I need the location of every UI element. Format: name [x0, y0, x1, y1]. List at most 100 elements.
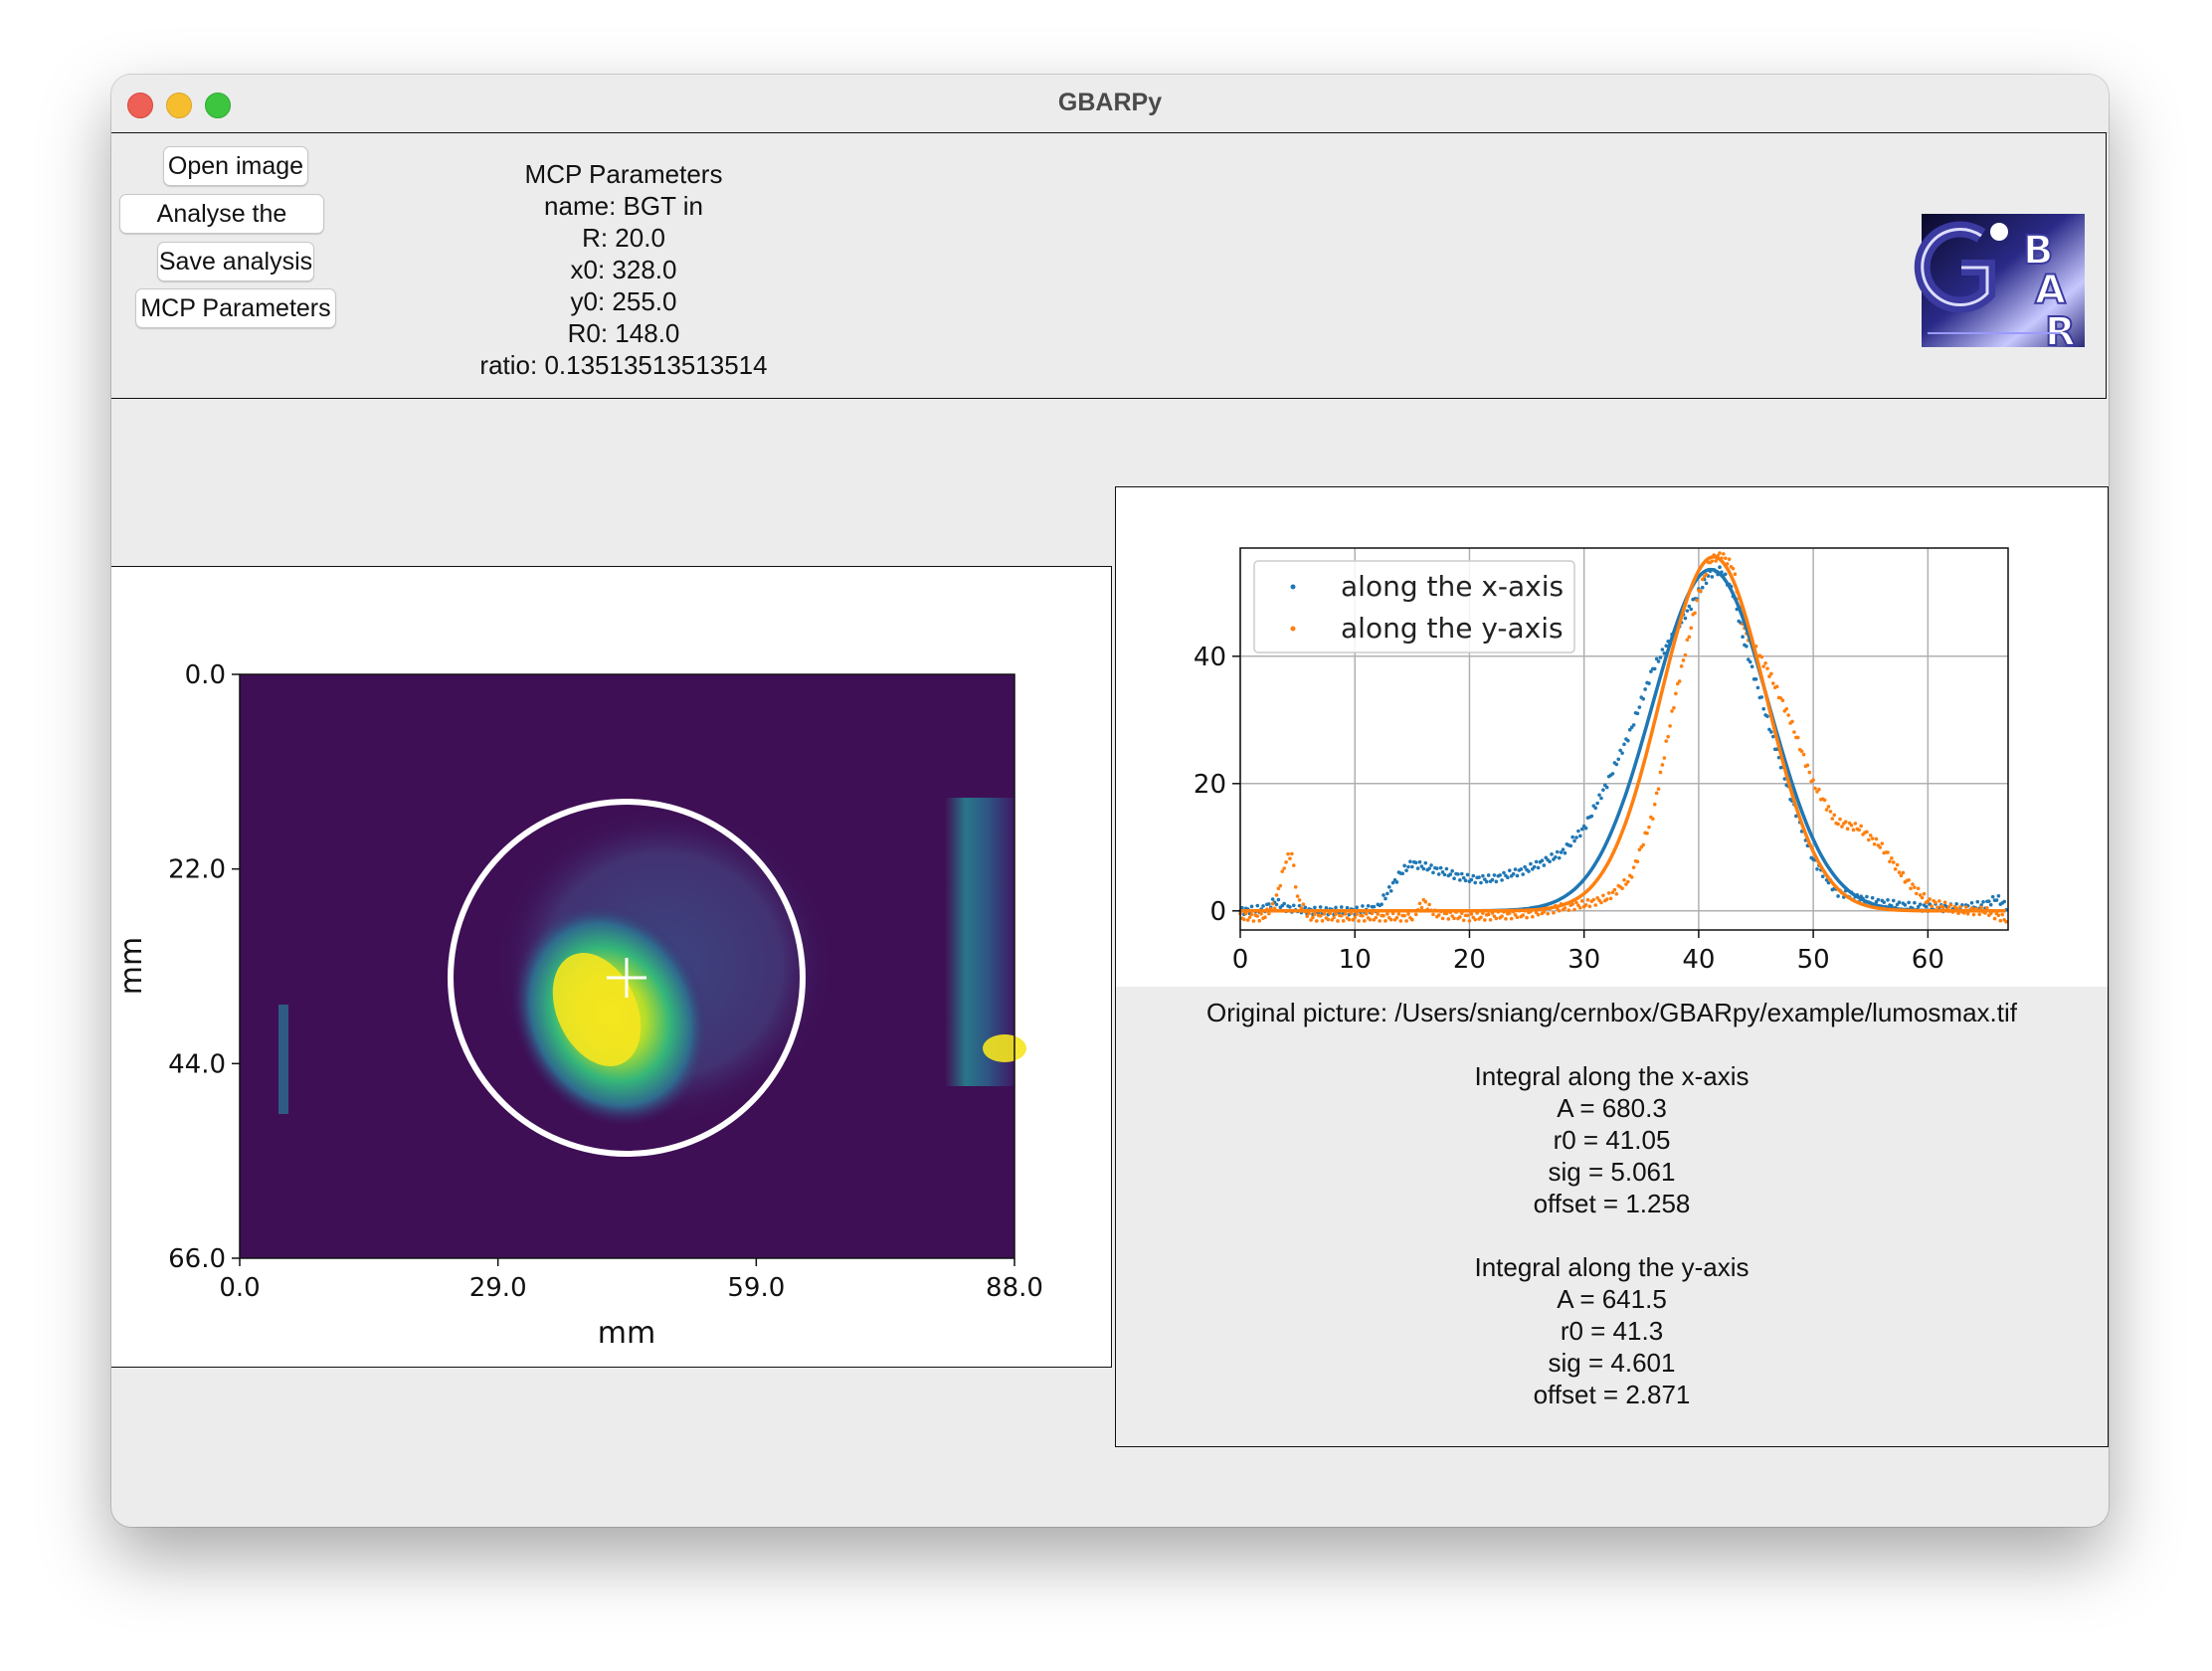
data-point	[1318, 914, 1323, 918]
data-point	[1465, 913, 1470, 918]
open-image-button[interactable]: Open image	[163, 146, 308, 186]
close-window-button[interactable]	[127, 93, 153, 118]
data-point	[1792, 730, 1796, 734]
y-results-r0: r0 = 41.3	[1560, 1316, 1664, 1346]
data-point	[1610, 772, 1615, 776]
zoom-window-button[interactable]	[205, 93, 231, 118]
data-point	[1741, 635, 1745, 640]
data-point	[1924, 904, 1929, 909]
mcp-x0: x0: 328.0	[570, 255, 677, 284]
data-point	[1761, 664, 1765, 668]
data-point	[1805, 763, 1810, 768]
mcp-y0: y0: 255.0	[570, 286, 677, 316]
data-point	[1918, 902, 1923, 906]
image-y-tick-label: 44.0	[168, 1049, 226, 1079]
data-point	[1394, 880, 1399, 884]
data-point	[1513, 867, 1518, 871]
data-point	[1576, 829, 1580, 834]
data-point	[1996, 913, 2001, 918]
data-point	[1554, 854, 1558, 859]
right-bright-spot	[983, 1034, 1026, 1062]
data-point	[1318, 905, 1323, 909]
data-point	[1790, 719, 1794, 724]
x-results-title: Integral along the x-axis	[1474, 1061, 1750, 1091]
data-point	[1723, 556, 1728, 561]
data-point	[1731, 566, 1736, 571]
data-point	[1996, 893, 2001, 898]
data-point	[1901, 870, 1906, 875]
data-point	[1280, 869, 1285, 873]
data-point	[1484, 879, 1489, 884]
data-point	[1483, 918, 1487, 922]
data-point	[1641, 842, 1646, 847]
data-point	[1402, 913, 1406, 918]
data-point	[1922, 891, 1927, 896]
data-point	[1610, 890, 1615, 894]
data-point	[1295, 894, 1300, 898]
data-point	[1981, 899, 1985, 904]
data-point	[2002, 899, 2006, 904]
data-point	[1631, 865, 1636, 869]
data-point	[1270, 901, 1275, 906]
data-point	[1456, 872, 1460, 876]
data-point	[1471, 873, 1476, 878]
data-point	[1635, 859, 1640, 864]
mcp-image-plot[interactable]: 0.0 22.0 44.0 66.0 0.0 29.0 59.0 88.0 mm mm	[111, 567, 1112, 1369]
profile-chart[interactable]: 0 10 20 30 40 50 60 0 20 40 along the x-axis alon…	[1116, 487, 2108, 987]
data-point	[1765, 666, 1769, 670]
data-point	[1595, 895, 1599, 900]
data-point	[1753, 676, 1758, 681]
title-bar: GBARPy	[111, 75, 2109, 133]
save-analysis-button[interactable]: Save analysis	[157, 242, 314, 281]
data-point	[1643, 687, 1647, 691]
data-point	[1664, 644, 1669, 649]
image-y-ticks: 0.0 22.0 44.0 66.0	[168, 660, 240, 1274]
data-point	[1813, 786, 1817, 791]
data-point	[1330, 918, 1334, 922]
analyse-picture-button[interactable]: Analyse the picture	[119, 194, 324, 266]
data-point	[1683, 652, 1688, 657]
data-point	[1693, 611, 1697, 616]
data-point	[1969, 906, 1974, 910]
image-x-tick-label: 59.0	[727, 1273, 785, 1303]
image-y-label: mm	[114, 937, 149, 995]
data-point	[1695, 598, 1699, 603]
data-point	[1402, 863, 1406, 868]
data-point	[1404, 919, 1408, 923]
data-point	[1626, 879, 1630, 884]
data-point	[1240, 905, 1244, 910]
data-point	[1689, 626, 1694, 631]
data-point	[1687, 604, 1692, 609]
app-window: GBARPy Open image Analyse the picture Sa…	[111, 75, 2109, 1527]
y-tick-label: 20	[1194, 770, 1226, 800]
x-tick-label: 50	[1797, 945, 1830, 975]
data-point	[1658, 655, 1663, 659]
data-point	[1506, 875, 1510, 880]
mcp-parameters-readout: MCP Parameters name: BGT in R: 20.0 x0: …	[410, 158, 837, 381]
data-point	[1936, 905, 1939, 910]
data-point	[1826, 805, 1831, 809]
chart-axes-frame	[1239, 547, 2009, 931]
data-point	[1710, 575, 1715, 579]
data-point	[1622, 878, 1626, 882]
data-point	[1616, 757, 1621, 762]
data-point	[2000, 912, 2005, 917]
mcp-parameters-button[interactable]: MCP Parameters	[135, 288, 336, 328]
data-point	[1593, 903, 1597, 907]
data-point	[1583, 903, 1588, 907]
data-point	[1620, 751, 1624, 755]
data-point	[1532, 864, 1537, 869]
data-point	[1940, 905, 1945, 910]
data-point	[1601, 788, 1605, 792]
minimize-window-button[interactable]	[166, 93, 192, 118]
data-point	[1368, 917, 1373, 922]
data-point	[1888, 859, 1892, 864]
data-point	[1309, 918, 1313, 922]
data-point	[1895, 862, 1900, 867]
data-point	[1608, 896, 1613, 901]
x-tick-label: 60	[1912, 945, 1944, 975]
data-point	[1578, 905, 1582, 910]
data-point	[1990, 894, 1995, 899]
data-point	[1767, 727, 1771, 732]
data-point	[1458, 915, 1462, 919]
